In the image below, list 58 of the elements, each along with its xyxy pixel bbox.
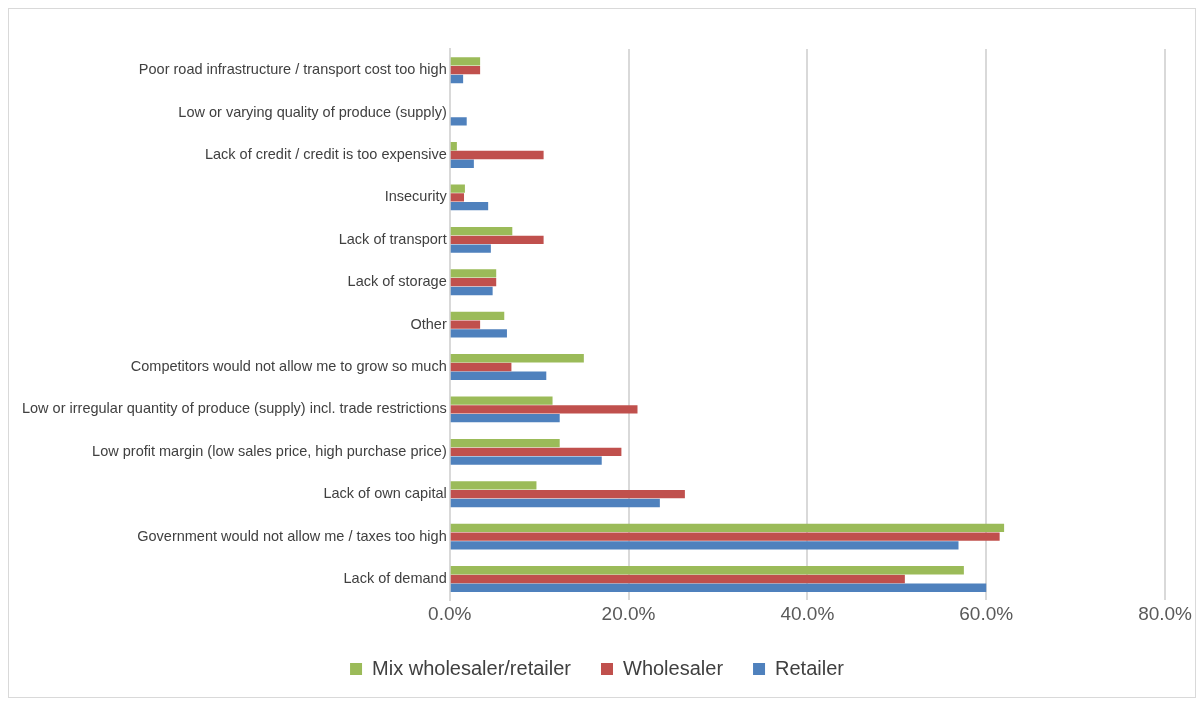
bar (450, 456, 602, 465)
bar (450, 66, 481, 75)
bar (450, 541, 959, 550)
bar (450, 532, 1000, 541)
bar (450, 278, 497, 287)
y-tick-label: Lack of transport (338, 230, 447, 247)
bar (450, 150, 544, 160)
bar (450, 481, 537, 490)
x-tick-label: 20.0% (601, 602, 656, 624)
y-tick-label: Low or irregular quantity of produce (supply) incl. trade restrictions (21, 400, 447, 417)
y-tick-label: Poor road infrastructure / transport cost too high (138, 61, 447, 78)
bar (450, 574, 905, 584)
bar (450, 354, 584, 363)
y-tick-label: Competitors would not allow me to grow so much (130, 358, 447, 374)
y-tick-label: Lack of demand (343, 570, 447, 586)
bar (450, 142, 457, 151)
y-tick-label: Lack of storage (347, 273, 447, 290)
bar (450, 498, 660, 508)
bar (450, 244, 491, 253)
y-tick-label: Insecurity (384, 188, 448, 205)
x-tick-label: 0.0% (428, 602, 472, 624)
bar (450, 226, 513, 236)
legend-label: Wholesaler (623, 656, 724, 679)
bar (450, 184, 465, 193)
x-tick-label: 40.0% (780, 602, 835, 624)
bar (450, 269, 497, 278)
bar (450, 202, 489, 211)
bar (450, 193, 465, 202)
y-tick-label: Lack of credit / credit is too expensive (204, 146, 447, 162)
bar (450, 329, 507, 338)
bar (450, 159, 474, 168)
legend-label: Mix wholesaler/retailer (372, 656, 572, 679)
x-tick-label: 80.0% (1138, 602, 1193, 624)
bar (450, 405, 638, 414)
bar (450, 286, 493, 296)
bar (450, 566, 964, 575)
bar (450, 362, 512, 372)
y-tick-label: Low or varying quality of produce (supply) (178, 103, 447, 120)
bar (450, 311, 505, 320)
bar (450, 583, 987, 592)
bar (450, 117, 467, 126)
bar (450, 371, 547, 380)
bar (450, 57, 481, 66)
bar (450, 447, 622, 456)
bar (450, 235, 544, 244)
y-tick-label: Lack of own capital (323, 485, 447, 502)
bar (450, 320, 481, 329)
bar (450, 414, 560, 423)
x-tick-label: 60.0% (959, 602, 1014, 624)
bar (450, 74, 464, 84)
legend-label: Retailer (775, 656, 845, 679)
y-tick-label: Other (410, 315, 447, 332)
bar (450, 396, 553, 405)
y-tick-label: Low profit margin (low sales price, high purchase price) (92, 442, 447, 459)
bar (450, 523, 1005, 532)
bar (450, 438, 560, 448)
y-tick-label: Government would not allow me / taxes too high (137, 527, 447, 544)
bar (450, 490, 685, 499)
